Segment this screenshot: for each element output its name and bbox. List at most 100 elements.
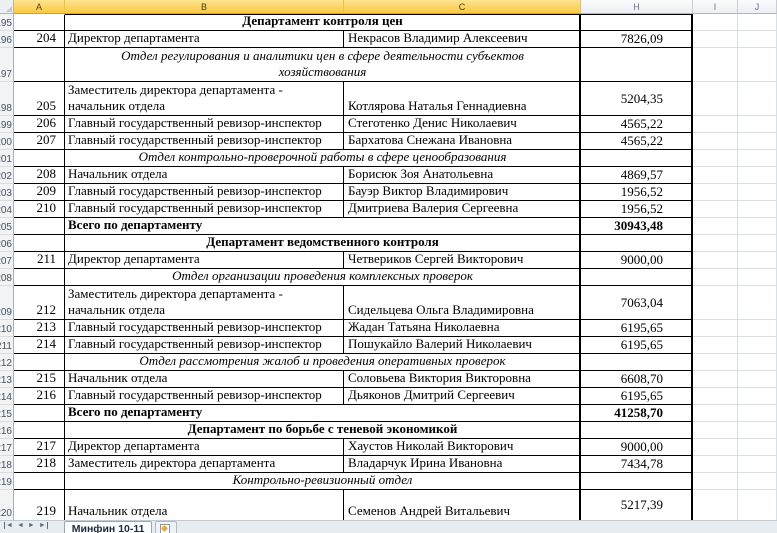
- cell-amount[interactable]: 4565,22: [581, 133, 693, 150]
- cell-number-a[interactable]: [14, 235, 65, 252]
- empty-cell-j[interactable]: [738, 269, 777, 286]
- row-header[interactable]: 198: [0, 82, 14, 116]
- row-header[interactable]: 216: [0, 422, 14, 439]
- total-amount-cell[interactable]: 41258,70: [581, 405, 693, 422]
- row-header[interactable]: 202: [0, 167, 14, 184]
- cell-number-a[interactable]: 204: [14, 31, 65, 48]
- row-header[interactable]: 217: [0, 439, 14, 456]
- empty-cell-j[interactable]: [738, 48, 777, 82]
- select-all-button[interactable]: [0, 0, 14, 14]
- total-label-cell[interactable]: Всего по департаменту: [65, 405, 581, 422]
- cell-amount[interactable]: 7826,09: [581, 31, 693, 48]
- row-header[interactable]: 196: [0, 31, 14, 48]
- empty-cell-i[interactable]: [693, 371, 738, 388]
- empty-cell-j[interactable]: [738, 252, 777, 269]
- empty-cell-i[interactable]: [693, 405, 738, 422]
- empty-cell-j[interactable]: [738, 405, 777, 422]
- cell-position[interactable]: Главный государственный ревизор-инспекто…: [65, 133, 344, 150]
- cell-number-a[interactable]: 207: [14, 133, 65, 150]
- cell-position[interactable]: Директор департамента: [65, 31, 344, 48]
- cell-number-a[interactable]: 214: [14, 337, 65, 354]
- cell-number-a[interactable]: [14, 269, 65, 286]
- empty-cell-i[interactable]: [693, 439, 738, 456]
- cell-number-a[interactable]: [14, 422, 65, 439]
- subsection-header-cell[interactable]: Отдел организации проведения комплексных…: [65, 269, 581, 286]
- empty-cell-j[interactable]: [738, 354, 777, 371]
- cell-employee-name[interactable]: Соловьева Виктория Викторовна: [344, 371, 581, 388]
- cell-employee-name[interactable]: Четвериков Сергей Викторович: [344, 252, 581, 269]
- empty-cell-i[interactable]: [693, 184, 738, 201]
- cell-number-a[interactable]: [14, 150, 65, 167]
- empty-cell-i[interactable]: [693, 388, 738, 405]
- row-header[interactable]: 203: [0, 184, 14, 201]
- sheet-tab[interactable]: Минфин 10-11: [63, 521, 153, 533]
- empty-cell-i[interactable]: [693, 48, 738, 82]
- empty-cell-j[interactable]: [738, 116, 777, 133]
- cell-position[interactable]: Начальник отдела: [65, 490, 344, 521]
- cell-employee-name[interactable]: Дьяконов Дмитрий Сергеевич: [344, 388, 581, 405]
- cell-number-a[interactable]: 208: [14, 167, 65, 184]
- empty-cell-j[interactable]: [738, 337, 777, 354]
- cell-amount-empty[interactable]: [581, 150, 693, 167]
- cell-number-a[interactable]: 213: [14, 320, 65, 337]
- empty-cell-j[interactable]: [738, 218, 777, 235]
- row-header[interactable]: 218: [0, 456, 14, 473]
- next-sheet-icon[interactable]: ►: [27, 522, 35, 529]
- cell-amount[interactable]: 5204,35: [581, 82, 693, 116]
- last-sheet-icon[interactable]: ►: [38, 522, 48, 529]
- cell-number-a[interactable]: [14, 14, 65, 31]
- empty-cell-i[interactable]: [693, 354, 738, 371]
- empty-cell-i[interactable]: [693, 252, 738, 269]
- row-header[interactable]: 200: [0, 133, 14, 150]
- column-header-a[interactable]: A: [14, 0, 65, 14]
- cell-amount[interactable]: 7063,04: [581, 286, 693, 320]
- empty-cell-i[interactable]: [693, 14, 738, 31]
- cell-position[interactable]: Заместитель директора департамента: [65, 456, 344, 473]
- cell-position[interactable]: Начальник отдела: [65, 371, 344, 388]
- row-header[interactable]: 204: [0, 201, 14, 218]
- row-header[interactable]: 220: [0, 490, 14, 521]
- cell-amount[interactable]: 4565,22: [581, 116, 693, 133]
- row-header[interactable]: 207: [0, 252, 14, 269]
- first-sheet-icon[interactable]: ◄: [4, 522, 13, 529]
- empty-cell-i[interactable]: [693, 269, 738, 286]
- cell-employee-name[interactable]: Дмитриева Валерия Сергеевна: [344, 201, 581, 218]
- empty-cell-i[interactable]: [693, 150, 738, 167]
- column-header-h[interactable]: H: [581, 0, 693, 14]
- empty-cell-i[interactable]: [693, 218, 738, 235]
- empty-cell-i[interactable]: [693, 337, 738, 354]
- empty-cell-j[interactable]: [738, 184, 777, 201]
- cell-position[interactable]: Главный государственный ревизор-инспекто…: [65, 201, 344, 218]
- cell-amount[interactable]: 9000,00: [581, 439, 693, 456]
- cell-number-a[interactable]: 218: [14, 456, 65, 473]
- section-header-cell[interactable]: Департамент контроля цен: [65, 14, 581, 31]
- column-header-c[interactable]: C: [344, 0, 581, 14]
- empty-cell-j[interactable]: [738, 286, 777, 320]
- cell-employee-name[interactable]: Сидельцева Ольга Владимировна: [344, 286, 581, 320]
- row-header[interactable]: 214: [0, 388, 14, 405]
- empty-cell-i[interactable]: [693, 422, 738, 439]
- empty-cell-i[interactable]: [693, 235, 738, 252]
- cell-position[interactable]: Главный государственный ревизор-инспекто…: [65, 184, 344, 201]
- cell-number-a[interactable]: [14, 48, 65, 82]
- cell-employee-name[interactable]: Владарчук Ирина Ивановна: [344, 456, 581, 473]
- cell-amount[interactable]: 5217,39: [581, 490, 693, 521]
- row-header[interactable]: 219: [0, 473, 14, 490]
- empty-cell-j[interactable]: [738, 31, 777, 48]
- cell-number-a[interactable]: 205: [14, 82, 65, 116]
- cell-position[interactable]: Главный государственный ревизор-инспекто…: [65, 337, 344, 354]
- cell-number-a[interactable]: 216: [14, 388, 65, 405]
- section-header-cell[interactable]: Департамент по борьбе с теневой экономик…: [65, 422, 581, 439]
- insert-worksheet-button[interactable]: [155, 521, 178, 533]
- cell-employee-name[interactable]: Хаустов Николай Викторович: [344, 439, 581, 456]
- cell-position[interactable]: Заместитель директора департамента - нач…: [65, 286, 344, 320]
- cell-position[interactable]: Главный государственный ревизор-инспекто…: [65, 320, 344, 337]
- subsection-header-cell[interactable]: Отдел рассмотрения жалоб и проведения оп…: [65, 354, 581, 371]
- subsection-header-cell[interactable]: Отдел контрольно-проверочной работы в сф…: [65, 150, 581, 167]
- row-header[interactable]: 215: [0, 405, 14, 422]
- cell-amount[interactable]: 4869,57: [581, 167, 693, 184]
- row-header[interactable]: 208: [0, 269, 14, 286]
- empty-cell-i[interactable]: [693, 286, 738, 320]
- cell-number-a[interactable]: 206: [14, 116, 65, 133]
- cell-employee-name[interactable]: Бархатова Снежана Ивановна: [344, 133, 581, 150]
